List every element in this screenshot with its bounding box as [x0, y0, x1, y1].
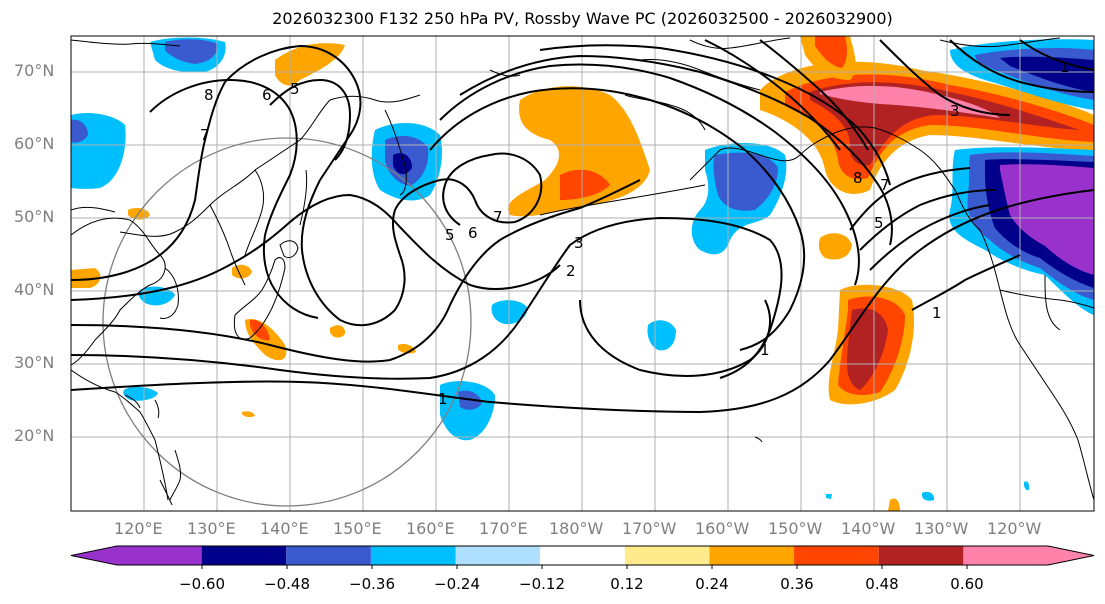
lon-label: 150°E — [333, 519, 382, 538]
contour-label: 2 — [566, 262, 576, 280]
colorbar-tick-label: 0.36 — [780, 575, 814, 593]
colorbar-tick-label: −0.24 — [434, 575, 480, 593]
contour-label: 1 — [760, 341, 770, 359]
lat-label: 40°N — [14, 280, 55, 299]
contour-label: 7 — [493, 208, 503, 226]
colorbar-tick-label: 0.48 — [865, 575, 899, 593]
colorbar-outline — [70, 545, 1095, 566]
lat-label: 50°N — [14, 207, 55, 226]
contour-label: 6 — [262, 86, 272, 104]
lon-label: 170°W — [622, 519, 677, 538]
lon-label: 130°E — [187, 519, 236, 538]
colorbar-swatch — [794, 546, 879, 565]
contour-label: 1 — [1060, 58, 1070, 76]
colorbar-swatch — [709, 546, 795, 565]
lon-label: 140°E — [260, 519, 309, 538]
colorbar-tick-label: 0.12 — [610, 575, 644, 593]
colorbar-swatch — [147, 546, 202, 565]
contour-label: 8 — [853, 169, 863, 187]
reference-circle — [102, 137, 472, 507]
contour-label: 1 — [932, 304, 942, 322]
lon-label: 140°W — [841, 519, 896, 538]
colorbar-swatch — [286, 546, 371, 565]
lon-label: 170°E — [479, 519, 528, 538]
contour-label: 3 — [574, 234, 584, 252]
colorbar-tick-label: −0.48 — [264, 575, 310, 593]
colorbar-tick-label: −0.12 — [519, 575, 565, 593]
colorbar-extend-low — [71, 546, 117, 565]
colorbar-tick-label: −0.36 — [349, 575, 395, 593]
colorbar-swatch — [878, 546, 964, 565]
lon-label: 150°W — [768, 519, 823, 538]
colorbar-swatch — [624, 546, 710, 565]
lat-label: 20°N — [14, 426, 55, 445]
colorbar-tick-label: −0.60 — [179, 575, 225, 593]
colorbar-tick-label: 0.24 — [695, 575, 729, 593]
map-title: 2026032300 F132 250 hPa PV, Rossby Wave … — [272, 9, 893, 28]
contour-label: 6 — [468, 224, 478, 242]
lon-label: 130°W — [914, 519, 969, 538]
coastlines — [71, 37, 1094, 506]
colorbar-swatch — [963, 546, 1048, 565]
contour-label: 1 — [438, 390, 448, 408]
pv-contours — [71, 39, 1094, 414]
lat-label: 70°N — [14, 61, 55, 80]
lon-label: 160°W — [695, 519, 750, 538]
contour-label: 7 — [200, 126, 210, 144]
lat-label: 60°N — [14, 134, 55, 153]
lat-label: 30°N — [14, 353, 55, 372]
contour-labels: 8 6 5 7 5 6 7 3 2 1 1 5 7 8 3 1 1 — [200, 58, 1070, 408]
colorbar-swatch — [370, 546, 456, 565]
colorbar — [70, 545, 1095, 569]
contour-label: 5 — [874, 214, 884, 232]
contour-label: 5 — [290, 80, 300, 98]
pc-anomaly-fill — [71, 36, 1094, 511]
colorbar-extend-high — [1048, 546, 1094, 565]
contour-label: 8 — [204, 86, 214, 104]
colorbar-swatch — [201, 546, 287, 565]
lon-label: 120°E — [114, 519, 163, 538]
contour-label: 7 — [880, 176, 890, 194]
lon-label: 180°W — [549, 519, 604, 538]
colorbar-swatch — [117, 546, 149, 565]
contour-label: 3 — [950, 102, 960, 120]
colorbar-swatch — [540, 546, 625, 565]
lon-label: 160°E — [406, 519, 455, 538]
map-frame — [70, 35, 1095, 512]
contour-label: 5 — [445, 226, 455, 244]
lon-label: 120°W — [987, 519, 1042, 538]
colorbar-swatch — [455, 546, 541, 565]
colorbar-tick-label: 0.60 — [950, 575, 984, 593]
